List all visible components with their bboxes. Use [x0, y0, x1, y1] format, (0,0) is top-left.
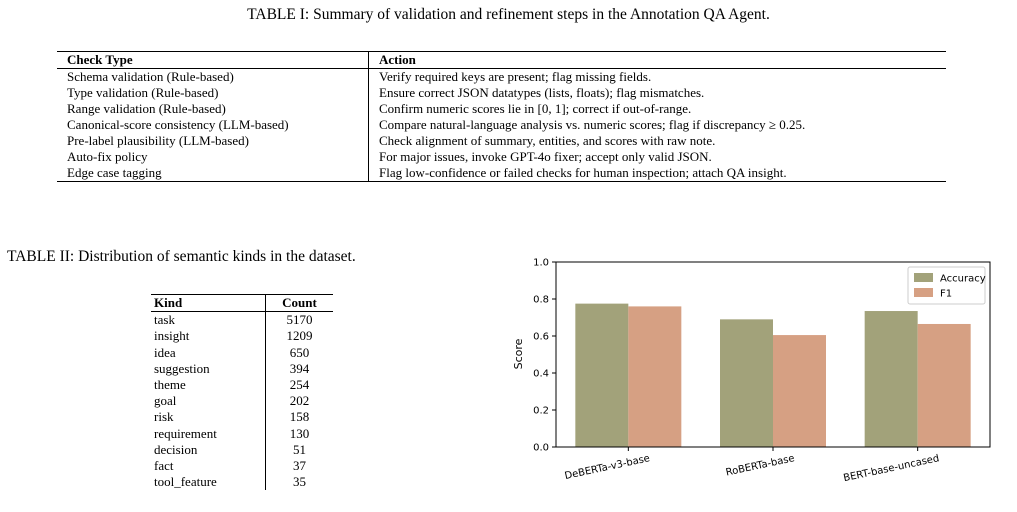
table-row: Canonical-score consistency (LLM-based) …	[57, 117, 946, 133]
check-type-cell: Range validation (Rule-based)	[67, 101, 226, 116]
legend-swatch	[914, 273, 933, 282]
action-cell: Check alignment of summary, entities, an…	[368, 133, 946, 149]
bar-accuracy	[575, 303, 629, 447]
table-row: theme 254	[151, 377, 333, 394]
table-row: task 5170	[151, 311, 333, 329]
table-row: tool_feature 35	[151, 474, 333, 491]
table-row: risk 158	[151, 409, 333, 426]
action-cell: For major issues, invoke GPT-4o fixer; a…	[368, 149, 946, 165]
legend-swatch	[914, 288, 933, 297]
check-type-cell: Canonical-score consistency (LLM-based)	[67, 117, 289, 132]
column-header-count: Count	[265, 294, 333, 312]
table-row: fact 37	[151, 458, 333, 475]
check-type-cell: Schema validation (Rule-based)	[67, 69, 234, 84]
kind-cell: requirement	[154, 425, 217, 441]
kind-cell: decision	[154, 441, 198, 457]
x-tick-label: DeBERTa-v3-base	[564, 453, 651, 482]
column-header-kind: Kind	[154, 295, 183, 310]
count-cell: 202	[265, 393, 333, 410]
table-header-row: Check Type Action	[57, 51, 946, 69]
table1-caption: TABLE I: Summary of validation and refin…	[247, 6, 770, 23]
bar-f1	[917, 323, 971, 447]
table-row: goal 202	[151, 393, 333, 410]
kind-cell: goal	[154, 393, 177, 409]
y-tick-label: 0.8	[533, 295, 549, 306]
kind-cell: fact	[154, 458, 174, 474]
table-row: Range validation (Rule-based) Confirm nu…	[57, 101, 946, 117]
bar-accuracy	[864, 311, 918, 447]
x-tick-label: BERT-base-uncased	[842, 453, 940, 484]
check-type-cell: Auto-fix policy	[67, 149, 148, 164]
count-cell: 394	[265, 360, 333, 378]
column-header-check-type: Check Type	[67, 52, 133, 67]
bar-f1	[773, 335, 826, 447]
action-cell: Ensure correct JSON datatypes (lists, fl…	[368, 85, 946, 101]
validation-steps-table: Check Type Action Schema validation (Rul…	[57, 51, 946, 182]
legend-label: Accuracy	[940, 274, 986, 285]
kind-cell: suggestion	[154, 360, 210, 376]
table2-caption: TABLE II: Distribution of semantic kinds…	[7, 248, 356, 265]
semantic-kinds-table: Kind Count task 5170 insight 1209 idea 650 …	[151, 294, 333, 491]
action-cell: Compare natural-language analysis vs. nu…	[368, 117, 946, 133]
legend-label: F1	[940, 289, 952, 300]
table-row: Auto-fix policy For major issues, invoke…	[57, 149, 946, 165]
kind-cell: theme	[154, 377, 186, 393]
y-axis: 0.0 0.2 0.4 0.6 0.8 1.0	[533, 258, 556, 454]
y-tick-label: 0.4	[533, 369, 549, 380]
count-cell: 650	[265, 344, 333, 361]
count-cell: 158	[265, 409, 333, 426]
action-cell: Flag low-confidence or failed checks for…	[368, 165, 946, 182]
y-tick-label: 0.6	[533, 332, 549, 343]
bar-f1	[628, 306, 682, 447]
table-row: idea 650	[151, 344, 333, 361]
kind-cell: task	[154, 312, 175, 328]
table-row: Type validation (Rule-based) Ensure corr…	[57, 85, 946, 101]
table-row: Pre-label plausibility (LLM-based) Check…	[57, 133, 946, 149]
count-cell: 35	[265, 474, 333, 491]
y-tick-label: 0.0	[533, 443, 549, 454]
table-row: insight 1209	[151, 328, 333, 345]
count-cell: 37	[265, 458, 333, 475]
y-tick-label: 0.2	[533, 406, 549, 417]
table-row: suggestion 394	[151, 360, 333, 378]
count-cell: 130	[265, 425, 333, 442]
check-type-cell: Pre-label plausibility (LLM-based)	[67, 133, 249, 148]
check-type-cell: Edge case tagging	[67, 165, 162, 180]
model-score-bar-chart: 0.0 0.2 0.4 0.6 0.8 1.0 DeBERTa-v3-base RoBERT…	[512, 258, 991, 484]
table-row: decision 51	[151, 441, 333, 459]
kind-cell: idea	[154, 344, 176, 360]
bar-accuracy	[720, 319, 773, 447]
count-cell: 51	[265, 441, 333, 459]
kind-cell: tool_feature	[154, 474, 217, 490]
bars-group	[575, 303, 971, 447]
kind-cell: insight	[154, 328, 190, 344]
column-header-action: Action	[368, 51, 946, 69]
count-cell: 5170	[265, 311, 333, 329]
y-tick-label: 1.0	[533, 258, 549, 269]
legend: Accuracy F1	[907, 266, 986, 305]
kind-cell: risk	[154, 409, 174, 425]
table-row: Schema validation (Rule-based) Verify re…	[57, 68, 946, 85]
table-row: requirement 130	[151, 425, 333, 442]
action-cell: Verify required keys are present; flag m…	[368, 68, 946, 85]
table-header-row: Kind Count	[151, 294, 333, 312]
x-tick-label: RoBERTa-base	[725, 453, 796, 478]
action-cell: Confirm numeric scores lie in [0, 1]; co…	[368, 101, 946, 117]
y-axis-label: Score	[512, 338, 525, 369]
table-row: Edge case tagging Flag low-confidence or…	[57, 165, 946, 182]
x-axis: DeBERTa-v3-base RoBERTa-base BERT-base-unc…	[564, 447, 940, 484]
check-type-cell: Type validation (Rule-based)	[67, 85, 219, 100]
count-cell: 1209	[265, 328, 333, 345]
count-cell: 254	[265, 377, 333, 394]
